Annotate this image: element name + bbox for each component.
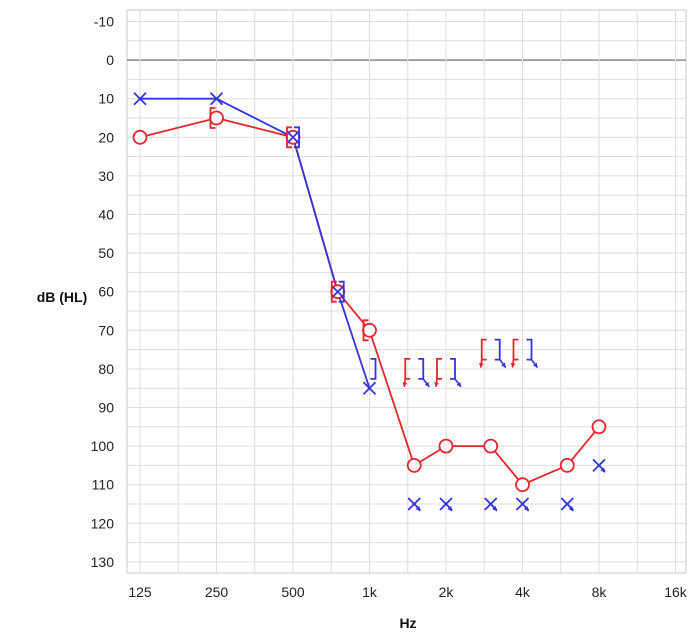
x-tick-label: 500 [281,584,305,600]
y-tick-label: 0 [106,52,114,68]
right_air-marker [132,129,148,145]
y-tick-label: -10 [94,14,114,30]
right_air-marker [515,477,530,493]
left_air-marker [133,92,147,106]
left_air_no_response-marker [439,497,453,512]
left_masked_bone-marker [338,280,345,303]
left_air-marker [209,92,224,106]
y-tick-label: 50 [98,245,114,261]
x-tick-label: 1k [362,584,378,600]
left_air_no_response-marker [560,497,574,512]
y-tick-label: 10 [98,91,114,107]
left_masked_bone-marker [370,357,377,380]
x-tick-label: 8k [592,584,608,600]
y-tick-label: 90 [98,400,114,416]
y-tick-label: 30 [98,168,114,184]
left_air_no_response-marker [515,497,530,512]
left_air_no_response-marker [484,497,498,512]
right_masked_bone_no_response-marker [402,357,411,387]
y-tick-labels: -10 0 10 20 30 40 50 60 70 80 90 100 110 120 130 [91,14,115,570]
y-tick-label: 130 [91,554,115,570]
right_air-marker [362,322,377,338]
left_masked_bone_no_response-marker [450,357,462,388]
right_masked_bone_no_response-marker [510,338,519,368]
y-tick-label: 60 [98,284,114,300]
x-tick-labels: 125 250 500 1k 2k 4k 8k 16k [128,584,687,600]
y-tick-label: 20 [98,129,114,145]
right_air-marker [438,438,454,454]
x-tick-label: 2k [439,584,455,600]
series-markers [132,92,607,512]
right_masked_bone_no_response-marker [434,357,442,387]
right_air-marker [591,419,607,435]
left_air-marker [286,130,300,144]
right_air-marker [483,438,499,454]
right_masked_bone-marker [330,280,337,303]
left_masked_bone_no_response-marker [418,357,430,388]
x-tick-label: 250 [205,584,229,600]
x-tick-label: 16k [664,584,688,600]
right_masked_bone-marker [286,126,292,149]
y-tick-label: 70 [98,322,114,338]
x-axis-title: Hz [399,615,416,631]
right_masked_bone-marker [209,107,216,129]
left_air-marker [362,381,377,395]
left_masked_bone_no_response-marker [494,338,507,369]
right_air-marker [209,110,224,126]
y-tick-label: 120 [91,515,115,531]
left_masked_bone-marker [294,126,300,149]
y-tick-label: 40 [98,207,114,223]
left_air-marker [331,285,345,299]
y-tick-label: 110 [92,477,115,493]
left_air_8k-marker [592,458,606,473]
right_air-marker [559,457,575,473]
right_masked_bone-marker [362,319,369,342]
x-tick-label: 125 [128,584,152,600]
y-tick-label: 80 [98,361,114,377]
right_masked_bone_no_response-marker [478,338,487,368]
y-tick-label: 100 [91,438,115,454]
left_masked_bone_no_response-marker [526,338,539,369]
right_air-marker [406,457,422,473]
y-axis-title: dB (HL) [37,289,88,305]
left_air_no_response-marker [407,497,421,512]
x-tick-label: 4k [515,584,531,600]
